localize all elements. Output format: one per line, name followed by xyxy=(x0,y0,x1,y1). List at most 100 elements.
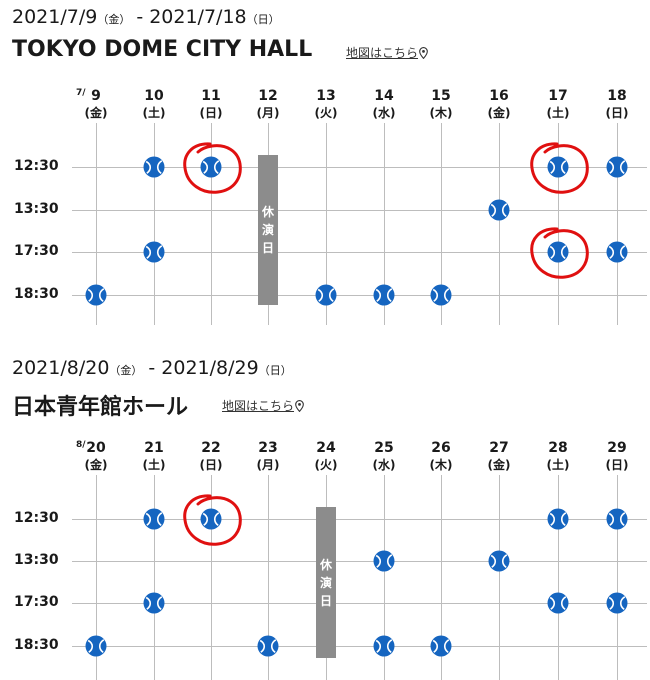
day-header: 21 (土) xyxy=(132,440,176,474)
show-ball-button[interactable] xyxy=(547,156,569,178)
day-header: 27 (金) xyxy=(477,440,521,474)
start-weekday: （金） xyxy=(97,13,131,26)
ball-icon xyxy=(488,550,510,572)
day-header: 26 (木) xyxy=(419,440,463,474)
map-link[interactable]: 地図はこちら xyxy=(346,44,428,61)
show-ball-button[interactable] xyxy=(143,156,165,178)
day-number: 24 xyxy=(316,440,336,456)
show-ball-button[interactable] xyxy=(606,508,628,530)
map-link[interactable]: 地図はこちら xyxy=(222,397,304,414)
day-weekday: (水) xyxy=(372,106,396,120)
month-label: 7/ xyxy=(76,88,86,98)
show-ball-button[interactable] xyxy=(373,635,395,657)
rest-day-char: 休 xyxy=(261,205,274,219)
day-number: 18 xyxy=(607,88,627,104)
time-label: 12:30 xyxy=(14,158,59,174)
day-weekday: (木) xyxy=(429,458,453,472)
grid-column-line xyxy=(326,123,327,325)
day-number: 15 xyxy=(431,88,451,104)
show-ball-button[interactable] xyxy=(315,284,337,306)
venue-title: TOKYO DOME CITY HALL xyxy=(12,37,313,62)
day-header: 8/20 (金) xyxy=(74,440,118,474)
grid-row-line xyxy=(72,603,647,604)
grid-column-line xyxy=(268,475,269,680)
show-ball-button[interactable] xyxy=(547,241,569,263)
show-ball-button[interactable] xyxy=(488,550,510,572)
ball-icon xyxy=(143,241,165,263)
show-ball-button[interactable] xyxy=(85,284,107,306)
show-ball-button[interactable] xyxy=(547,508,569,530)
show-ball-button[interactable] xyxy=(430,284,452,306)
ball-icon xyxy=(430,284,452,306)
grid-column-line xyxy=(441,123,442,325)
show-ball-button[interactable] xyxy=(488,199,510,221)
day-header: 14 (水) xyxy=(362,88,406,122)
day-weekday: (月) xyxy=(256,106,280,120)
grid-column-line xyxy=(558,123,559,325)
day-weekday: (土) xyxy=(142,106,166,120)
day-header: 10 (土) xyxy=(132,88,176,122)
show-ball-button[interactable] xyxy=(257,635,279,657)
grid-column-line xyxy=(211,123,212,325)
show-ball-button[interactable] xyxy=(606,592,628,614)
ball-icon xyxy=(430,635,452,657)
show-ball-button[interactable] xyxy=(200,156,222,178)
ball-icon xyxy=(143,156,165,178)
day-weekday: (日) xyxy=(199,106,223,120)
show-ball-button[interactable] xyxy=(200,508,222,530)
rest-day-char: 演 xyxy=(319,575,332,590)
ball-icon xyxy=(547,156,569,178)
ball-icon xyxy=(373,635,395,657)
day-weekday: (土) xyxy=(546,458,570,472)
ball-icon xyxy=(547,508,569,530)
grid-column-line xyxy=(499,475,500,680)
day-number: 23 xyxy=(258,440,278,456)
show-ball-button[interactable] xyxy=(547,592,569,614)
day-weekday: (水) xyxy=(372,458,396,472)
end-weekday: （日） xyxy=(258,364,292,377)
show-ball-button[interactable] xyxy=(143,592,165,614)
day-header: 22 (日) xyxy=(189,440,233,474)
day-number: 21 xyxy=(144,440,164,456)
show-ball-button[interactable] xyxy=(143,241,165,263)
ball-icon xyxy=(606,592,628,614)
day-weekday: (金) xyxy=(487,106,511,120)
grid-column-line xyxy=(441,475,442,680)
day-header: 29 (日) xyxy=(595,440,639,474)
map-link-label: 地図はこちら xyxy=(346,46,419,60)
show-ball-button[interactable] xyxy=(606,156,628,178)
day-header: 17 (土) xyxy=(536,88,580,122)
grid-column-line xyxy=(558,475,559,680)
grid-row-line xyxy=(72,519,647,520)
map-link-label: 地図はこちら xyxy=(222,399,295,413)
show-ball-button[interactable] xyxy=(143,508,165,530)
time-label: 13:30 xyxy=(14,201,59,217)
day-weekday: (金) xyxy=(84,458,108,472)
ball-icon xyxy=(606,241,628,263)
rest-day-char: 休 xyxy=(319,557,332,572)
day-number: 22 xyxy=(201,440,221,456)
time-label: 17:30 xyxy=(14,594,59,610)
grid-row-line xyxy=(72,295,647,296)
day-header: 28 (土) xyxy=(536,440,580,474)
show-ball-button[interactable] xyxy=(606,241,628,263)
end-weekday: （日） xyxy=(246,13,280,26)
grid-column-line xyxy=(384,123,385,325)
ball-icon xyxy=(606,156,628,178)
show-ball-button[interactable] xyxy=(373,550,395,572)
day-number: 26 xyxy=(431,440,451,456)
day-weekday: (土) xyxy=(142,458,166,472)
grid-column-line xyxy=(154,123,155,325)
day-header: 12 (月) xyxy=(246,88,290,122)
show-ball-button[interactable] xyxy=(85,635,107,657)
day-number: 11 xyxy=(201,88,221,104)
day-header: 13 (火) xyxy=(304,88,348,122)
show-ball-button[interactable] xyxy=(373,284,395,306)
show-ball-button[interactable] xyxy=(430,635,452,657)
day-weekday: (月) xyxy=(256,458,280,472)
ball-icon xyxy=(85,635,107,657)
grid-column-line xyxy=(617,123,618,325)
day-number: 20 xyxy=(86,440,106,456)
day-header: 24 (火) xyxy=(304,440,348,474)
day-weekday: (火) xyxy=(314,458,338,472)
